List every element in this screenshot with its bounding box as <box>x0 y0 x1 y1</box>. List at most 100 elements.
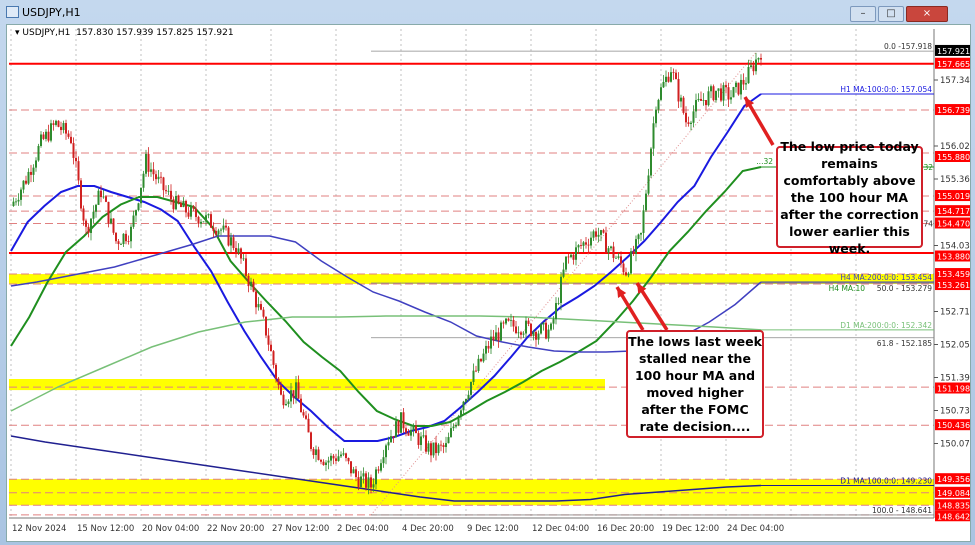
candle-body <box>150 169 152 172</box>
candle-body <box>235 248 237 253</box>
minimize-button[interactable]: – <box>850 6 876 22</box>
candle-body <box>167 190 170 192</box>
y-tick-label: 151.390 <box>940 374 970 384</box>
maximize-button[interactable]: □ <box>878 6 904 22</box>
arrow-head-icon <box>617 287 627 298</box>
candle-body <box>680 97 682 102</box>
candle-body <box>110 218 112 224</box>
candle-body <box>302 412 305 416</box>
candle-body <box>192 206 195 209</box>
price-chart[interactable]: 157.921 157.665 157.340 156.739 156.020155.8… <box>7 25 975 541</box>
candle-body <box>500 322 502 341</box>
candle-body <box>117 241 120 245</box>
candle-body <box>32 167 35 175</box>
candle-body <box>635 239 637 254</box>
candle-body <box>695 100 697 112</box>
candle-body <box>90 218 92 233</box>
candle-body <box>470 381 472 395</box>
candle-body <box>512 319 515 327</box>
candle-body <box>757 58 760 60</box>
price-level-tag <box>935 217 971 229</box>
candle-body <box>522 333 525 335</box>
candle-body <box>712 86 715 101</box>
annotation-box-last-week: The lows last week stalled near the 100 … <box>626 330 764 438</box>
candle-body <box>207 214 210 216</box>
candle-body <box>45 131 47 139</box>
x-tick-label: 16 Dec 20:00 <box>597 524 654 534</box>
candle-body <box>382 457 385 464</box>
candle-body <box>447 437 450 444</box>
candle-body <box>485 345 487 354</box>
candle-body <box>355 469 357 478</box>
candle-body <box>57 120 60 127</box>
candle-body <box>760 58 762 60</box>
candle-body <box>640 232 642 235</box>
candle-body <box>260 304 262 310</box>
candle-body <box>715 90 717 101</box>
close-button[interactable]: × <box>906 6 948 22</box>
price-level-tag <box>935 419 971 431</box>
candle-body <box>250 281 252 287</box>
candle-body <box>390 436 392 443</box>
candle-body <box>242 258 245 260</box>
candle-body <box>577 245 580 248</box>
candle-body <box>172 199 175 210</box>
candle-body <box>730 97 732 100</box>
candle-body <box>472 370 475 382</box>
chart-area[interactable]: 157.921 157.665 157.340 156.739 156.020155.8… <box>6 24 975 542</box>
candle-body <box>107 201 110 224</box>
candle-body <box>72 143 75 158</box>
candle-body <box>97 190 100 205</box>
candle-body <box>455 424 457 427</box>
candle-body <box>697 98 700 101</box>
moving-average-label: D1 MA:100:0:0: 149.230 <box>840 477 932 486</box>
candle-body <box>590 237 592 246</box>
candle-body <box>270 344 272 352</box>
price-level-tag <box>935 104 971 116</box>
candle-body <box>137 203 140 211</box>
arrow-head-icon <box>637 283 647 294</box>
candle-body <box>230 237 232 246</box>
candle-body <box>237 248 240 253</box>
candle-body <box>177 195 180 203</box>
price-level-label: 157.665 <box>937 60 970 69</box>
price-level-tag <box>935 268 971 280</box>
candle-body <box>92 211 95 219</box>
candle-body <box>197 216 200 224</box>
candle-body <box>535 331 537 340</box>
candle-body <box>437 444 440 454</box>
candle-body <box>735 82 737 88</box>
candle-body <box>587 244 590 246</box>
candle-body <box>255 291 257 308</box>
candle-body <box>617 256 620 258</box>
moving-average-label-partial: 32 <box>923 163 933 172</box>
candle-body <box>457 416 460 425</box>
candle-body <box>245 258 247 276</box>
candle-body <box>265 316 267 336</box>
candle-body <box>605 232 607 253</box>
annotation-box-today: The low price today remains comfortably … <box>776 139 923 256</box>
candle-body <box>377 469 380 471</box>
candle-body <box>405 428 407 433</box>
candle-body <box>225 225 227 228</box>
price-level-label: 153.880 <box>937 253 970 262</box>
candle-body <box>157 176 160 180</box>
candle-body <box>262 309 265 317</box>
price-level-label: 155.019 <box>937 192 970 201</box>
price-level-tag <box>935 57 971 69</box>
candle-body <box>210 214 212 228</box>
candle-body <box>330 455 332 461</box>
candle-body <box>290 390 292 402</box>
price-level-tag <box>935 499 971 511</box>
price-level-label: 153.261 <box>937 281 970 290</box>
candle-body <box>410 429 412 436</box>
candle-body <box>215 231 217 235</box>
candle-body <box>145 153 147 174</box>
candle-body <box>122 233 125 245</box>
candle-body <box>17 199 20 202</box>
candle-body <box>22 180 25 190</box>
candle-body <box>537 333 540 340</box>
candle-body <box>232 237 235 249</box>
candle-body <box>102 196 105 198</box>
